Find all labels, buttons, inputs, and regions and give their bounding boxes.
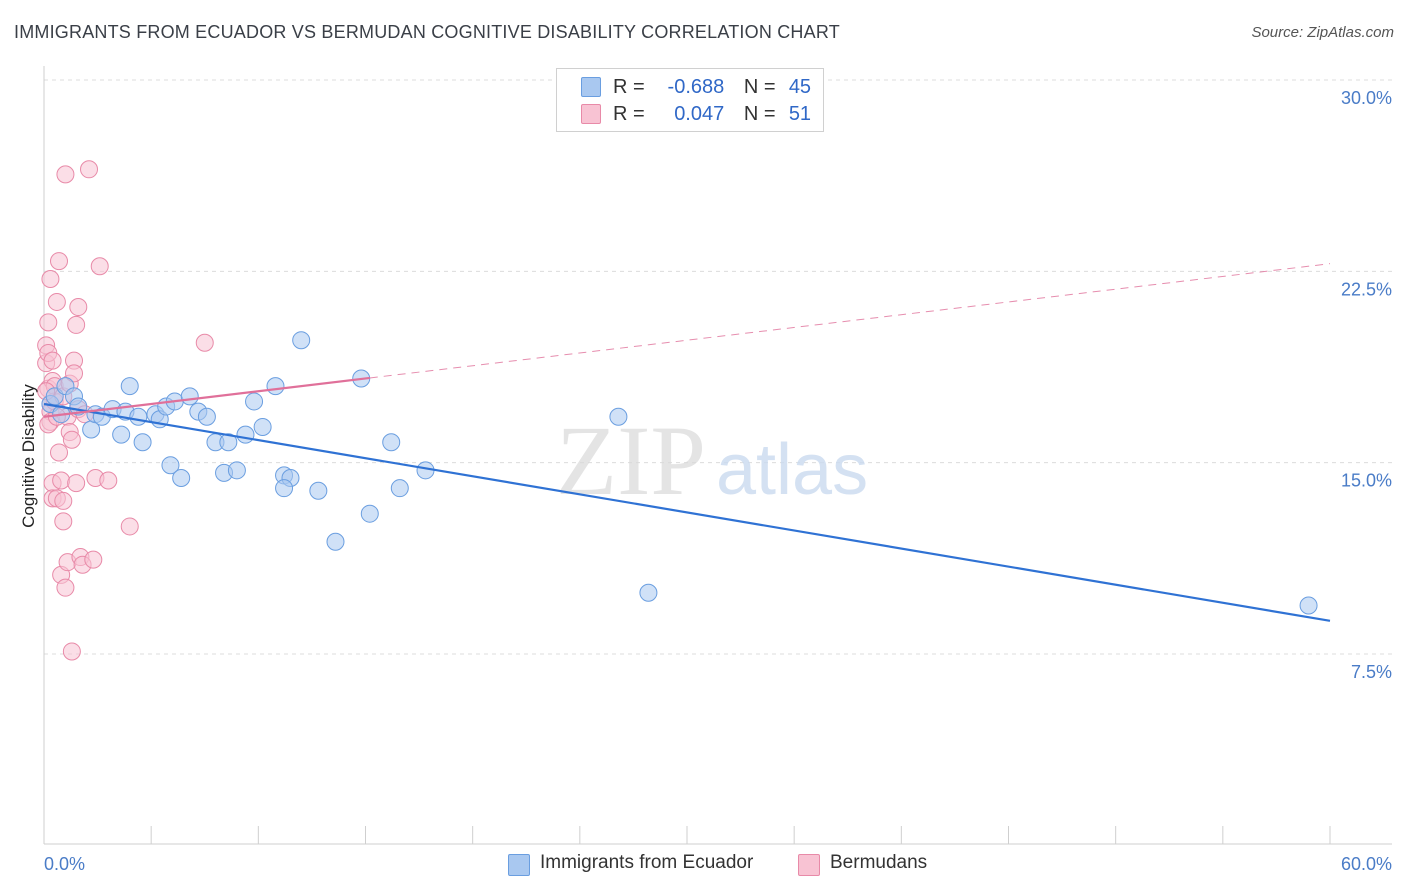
ecuador-point-31	[266, 377, 285, 396]
y-tick-label-3: 30.0%	[1341, 88, 1392, 108]
ecuador-point-30	[253, 417, 272, 436]
bermudan-point-31	[65, 364, 84, 383]
legend-n-value-bermudans: 51	[788, 103, 812, 125]
bermudan-point-17	[50, 443, 69, 462]
ecuador-point-12	[120, 377, 139, 396]
ecuador-point-41	[390, 479, 409, 498]
bermudan-point-43	[99, 471, 118, 490]
bottom-legend-label-ecuador: Immigrants from Ecuador	[540, 852, 754, 873]
ecuador-point-37	[326, 532, 345, 551]
bottom-legend-label-bermudans: Bermudans	[830, 852, 928, 873]
x-tick-max: 60.0%	[1341, 854, 1392, 874]
bermudan-point-28	[62, 430, 81, 449]
bermudan-point-16	[50, 252, 69, 271]
ecuador-point-20	[172, 468, 191, 487]
watermark: ZIP atlas	[556, 405, 868, 516]
bottom-legend-swatch-bermudans	[798, 854, 820, 876]
ecuador-point-28	[236, 425, 255, 444]
bermudan-point-40	[84, 550, 103, 569]
bermudan-trend-line-extension	[369, 263, 1331, 379]
watermark-zip: ZIP	[556, 405, 706, 516]
ecuador-point-23	[197, 407, 216, 426]
bermudan-point-42	[90, 257, 109, 276]
bermudan-point-45	[195, 333, 214, 352]
trend-lines	[43, 263, 1331, 622]
chart-title: IMMIGRANTS FROM ECUADOR VS BERMUDAN COGN…	[14, 22, 840, 42]
stats-legend: R = -0.688 N = 45 R = 0.047 N = 51	[556, 68, 824, 132]
ecuador-point-21	[180, 387, 199, 406]
ecuador-trend-line	[43, 402, 1331, 622]
y-tick-label-0: 7.5%	[1351, 662, 1392, 682]
axes	[43, 66, 1392, 845]
legend-r-label: R =	[613, 103, 645, 125]
bermudan-point-23	[56, 165, 75, 184]
legend-n-value-ecuador: 45	[788, 76, 812, 98]
bermudan-point-18	[52, 471, 71, 490]
bermudan-trend-line	[43, 376, 370, 418]
ecuador-point-36	[309, 481, 328, 500]
gridlines: 7.5% 15.0% 22.5% 30.0%	[44, 79, 1392, 682]
legend-n-label: N =	[743, 103, 776, 125]
legend-n-label: N =	[743, 76, 776, 98]
ecuador-point-13	[129, 407, 148, 426]
ecuador-point-29	[245, 392, 264, 411]
ecuador-point-39	[360, 504, 379, 523]
source-label: Source: ZipAtlas.com	[1251, 24, 1394, 41]
ecuador-point-18	[161, 456, 180, 475]
bermudan-point-14	[47, 292, 66, 311]
ecuador-point-10	[112, 425, 131, 444]
y-tick-label-2: 22.5%	[1341, 279, 1392, 299]
bermudan-point-29	[62, 642, 81, 661]
legend-r-label: R =	[613, 76, 645, 98]
legend-swatch-bermudans	[581, 104, 601, 124]
bermudan-point-47	[43, 351, 62, 370]
bermudan-point-8	[41, 269, 60, 288]
ecuador-point-14	[133, 433, 152, 452]
y-axis-label: Cognitive Disability	[19, 384, 38, 528]
bermudan-point-50	[54, 491, 73, 510]
bermudan-point-44	[120, 517, 139, 536]
bermudan-point-21	[54, 512, 73, 531]
watermark-atlas: atlas	[716, 430, 868, 510]
ecuador-point-45	[1299, 596, 1318, 615]
ecuador-point-35	[292, 331, 311, 350]
bottom-legend-swatch-ecuador	[508, 854, 530, 876]
ecuador-point-26	[219, 433, 238, 452]
bermudan-point-34	[69, 298, 88, 317]
y-tick-label-1: 15.0%	[1341, 471, 1392, 491]
bermudan-point-22	[56, 578, 75, 597]
x-tick-min: 0.0%	[44, 854, 85, 874]
legend-swatch-ecuador	[581, 77, 601, 97]
ecuador-point-43	[609, 407, 628, 426]
bermudan-point-33	[67, 474, 86, 493]
ecuador-point-40	[382, 433, 401, 452]
bermudan-point-39	[80, 160, 99, 179]
ecuador-point-44	[639, 583, 658, 602]
legend-r-value-bermudans: 0.047	[674, 103, 725, 125]
bermudan-point-32	[67, 315, 86, 334]
ecuador-point-34	[275, 479, 294, 498]
bermudan-point-2	[39, 313, 58, 332]
ecuador-point-27	[227, 461, 246, 480]
legend-r-value-ecuador: -0.688	[667, 76, 725, 98]
